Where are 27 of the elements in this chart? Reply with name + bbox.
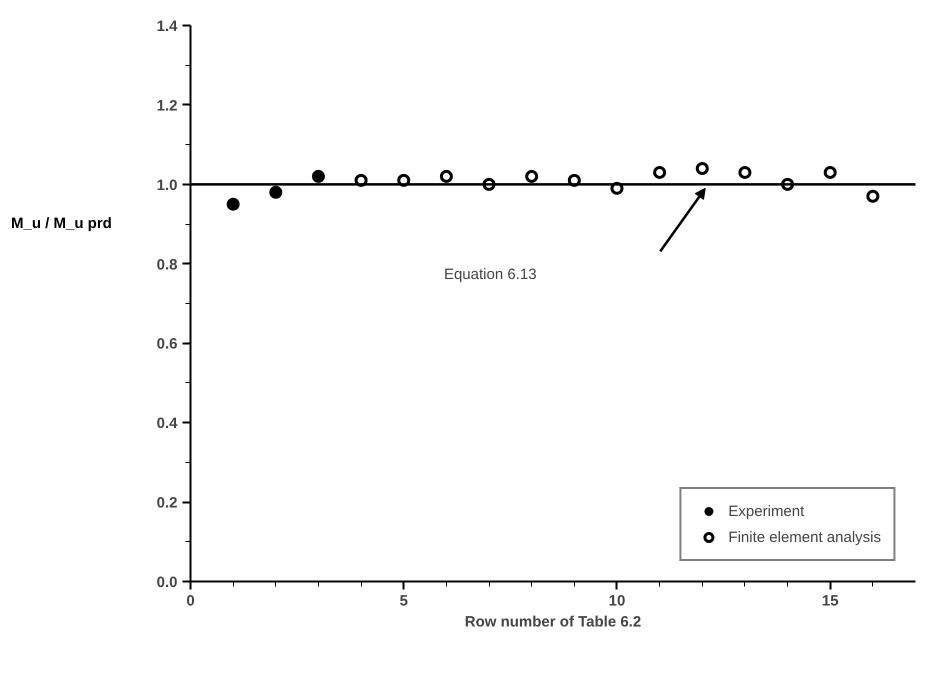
y-tick-label: 0.8: [156, 256, 178, 274]
point: [738, 166, 752, 179]
x-axis-title: Row number of Table 6.2: [464, 614, 642, 630]
y-tick-label: 0.2: [156, 494, 178, 512]
point: [866, 190, 880, 203]
y-tick-label: 1.4: [156, 18, 178, 35]
y-tick-label: 0.0: [156, 574, 178, 591]
legend-label: Experiment: [728, 502, 804, 520]
point: [269, 186, 282, 199]
x-tick-label: 10: [608, 592, 626, 610]
y-tick-label: 0.6: [156, 336, 178, 353]
point: [696, 162, 709, 175]
point: [525, 170, 538, 183]
legend-label: Finite element analysis: [728, 528, 881, 546]
x-tick-label: 15: [822, 592, 839, 610]
point: [226, 198, 240, 211]
y-tick-label: 0.4: [156, 415, 178, 432]
y-axis-title: M_u / M_u prd: [11, 214, 112, 234]
x-tick-label: 5: [400, 592, 408, 610]
point: [440, 170, 453, 183]
point: [312, 170, 325, 183]
y-tick-label: 1.2: [156, 97, 178, 114]
x-tick-label: 0: [186, 592, 195, 610]
point: [824, 166, 837, 179]
y-tick-label: 1.0: [156, 176, 178, 194]
annotation: Equation 6.13: [444, 266, 537, 283]
point: [653, 166, 666, 179]
